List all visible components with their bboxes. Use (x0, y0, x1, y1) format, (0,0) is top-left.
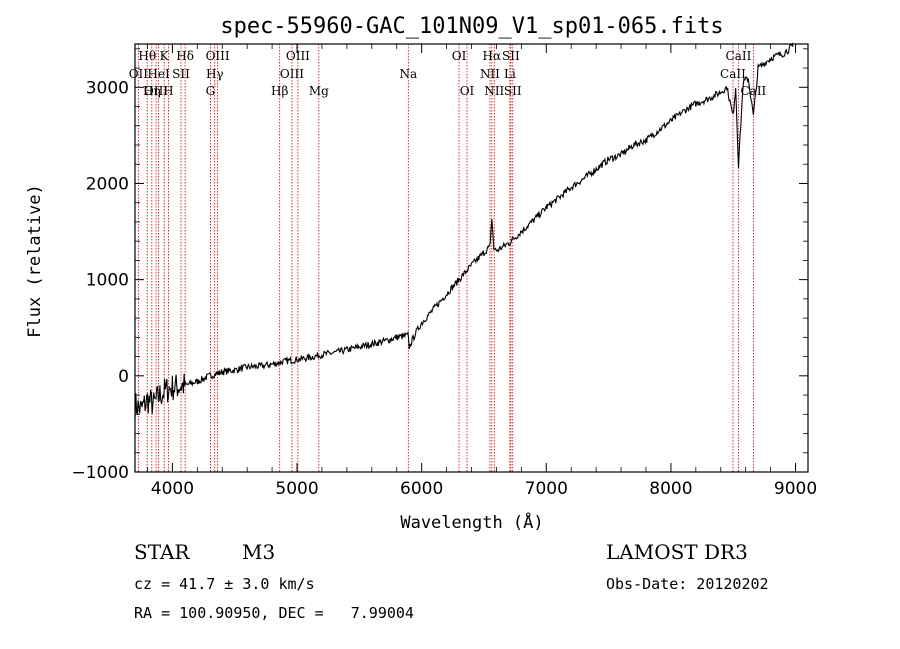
line-label-4: K (160, 49, 170, 63)
y-tick-label-0: −1000 (71, 463, 129, 483)
spectral-line-markers (137, 44, 754, 472)
line-label-10: Hγ (206, 67, 224, 81)
line-label-18: OI (460, 84, 475, 98)
line-label-2: OIII (144, 84, 168, 98)
y-axis-ticks: −1000 0 1000 2000 3000 (71, 48, 808, 483)
line-label-24: SII (504, 84, 522, 98)
line-label-9: OIII (206, 49, 230, 63)
x-axis-label: Wavelength (Å) (400, 511, 543, 533)
line-label-20: SII (502, 49, 520, 63)
line-label-16: Na (399, 67, 417, 81)
observation-date: Obs-Date: 20120202 (606, 575, 769, 593)
object-class: STAR (134, 540, 190, 564)
line-label-26: CaII (720, 67, 746, 81)
line-label-5: HeI (147, 67, 170, 81)
line-label-14: OIII (280, 67, 304, 81)
plot-frame (134, 43, 809, 473)
y-tick-label-2: 1000 (86, 271, 129, 291)
y-axis-label: Flux (relative) (25, 184, 45, 338)
coordinates: RA = 100.90950, DEC = 7.99004 (134, 604, 414, 622)
line-label-25: CaII (726, 49, 752, 63)
redshift-velocity: cz = 41.7 ± 3.0 km/s (134, 575, 315, 593)
flux-series-line (134, 42, 794, 420)
line-label-11: G (206, 84, 216, 98)
chart-title: spec-55960-GAC_101N09_V1_sp01-065.fits (220, 14, 723, 39)
line-label-27: CaII (740, 84, 766, 98)
line-label-8: Hδ (176, 49, 194, 63)
x-tick-label-0: 4000 (151, 479, 194, 499)
y-tick-label-3: 2000 (86, 174, 129, 194)
x-tick-label-3: 7000 (525, 479, 568, 499)
x-tick-label-5: 9000 (774, 479, 817, 499)
line-label-23: NII (484, 84, 504, 98)
line-label-12: Hβ (271, 84, 288, 98)
line-label-1: OII (129, 67, 149, 81)
survey-name: LAMOST DR3 (606, 540, 748, 564)
line-label-7: H (163, 84, 173, 98)
x-tick-label-1: 5000 (275, 479, 318, 499)
line-label-13: OIII (286, 49, 310, 63)
line-label-22: Li (504, 67, 516, 81)
y-tick-label-1: 0 (118, 367, 129, 387)
line-label-21: NII (480, 67, 500, 81)
line-label-15: Mg (309, 84, 329, 98)
object-subclass: M3 (242, 540, 276, 564)
line-label-19: Hα (483, 49, 502, 63)
line-label-17: OI (452, 49, 467, 63)
line-label-0: Hθ (138, 49, 156, 63)
line-label-3: Hη (143, 84, 161, 98)
x-tick-label-2: 6000 (400, 479, 443, 499)
y-tick-label-4: 3000 (86, 78, 129, 98)
x-tick-label-4: 8000 (649, 479, 692, 499)
x-axis-ticks: 4000 5000 6000 7000 8000 9000 (147, 44, 817, 499)
line-label-6: SII (172, 67, 190, 81)
